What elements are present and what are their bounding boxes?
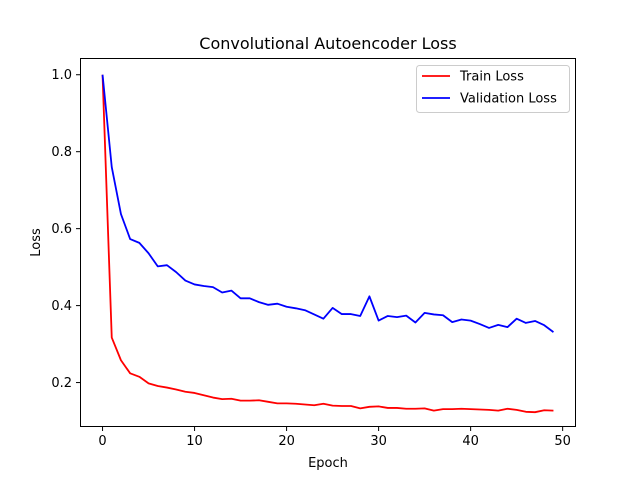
x-tick-label: 50 [554, 434, 571, 449]
x-axis: 0 10 20 30 40 50 [98, 427, 571, 449]
y-tick-label: 0.6 [51, 222, 72, 237]
series-line-validation-loss [101, 74, 554, 333]
axes-frame [80, 58, 576, 427]
y-tick-label: 0.4 [51, 299, 72, 314]
y-tick-label: 0.8 [51, 145, 72, 160]
x-tick-label: 20 [278, 434, 295, 449]
legend-label-train-loss: Train Loss [459, 70, 524, 85]
legend: Train Loss Validation Loss [416, 65, 570, 113]
y-tick-label: 0.2 [51, 376, 72, 391]
legend-box [416, 65, 570, 113]
x-tick-label: 40 [462, 434, 479, 449]
y-tick-label: 1.0 [51, 68, 72, 83]
chart-title: Convolutional Autoencoder Loss [199, 34, 456, 53]
x-tick-label: 0 [98, 434, 106, 449]
x-axis-label: Epoch [308, 456, 348, 471]
y-axis: 0.2 0.4 0.6 0.8 1.0 [51, 68, 80, 391]
x-tick-label: 10 [186, 434, 203, 449]
x-tick-label: 30 [370, 434, 387, 449]
legend-label-validation-loss: Validation Loss [460, 92, 557, 107]
series-line-train-loss [101, 74, 554, 414]
y-axis-label: Loss [29, 228, 44, 257]
